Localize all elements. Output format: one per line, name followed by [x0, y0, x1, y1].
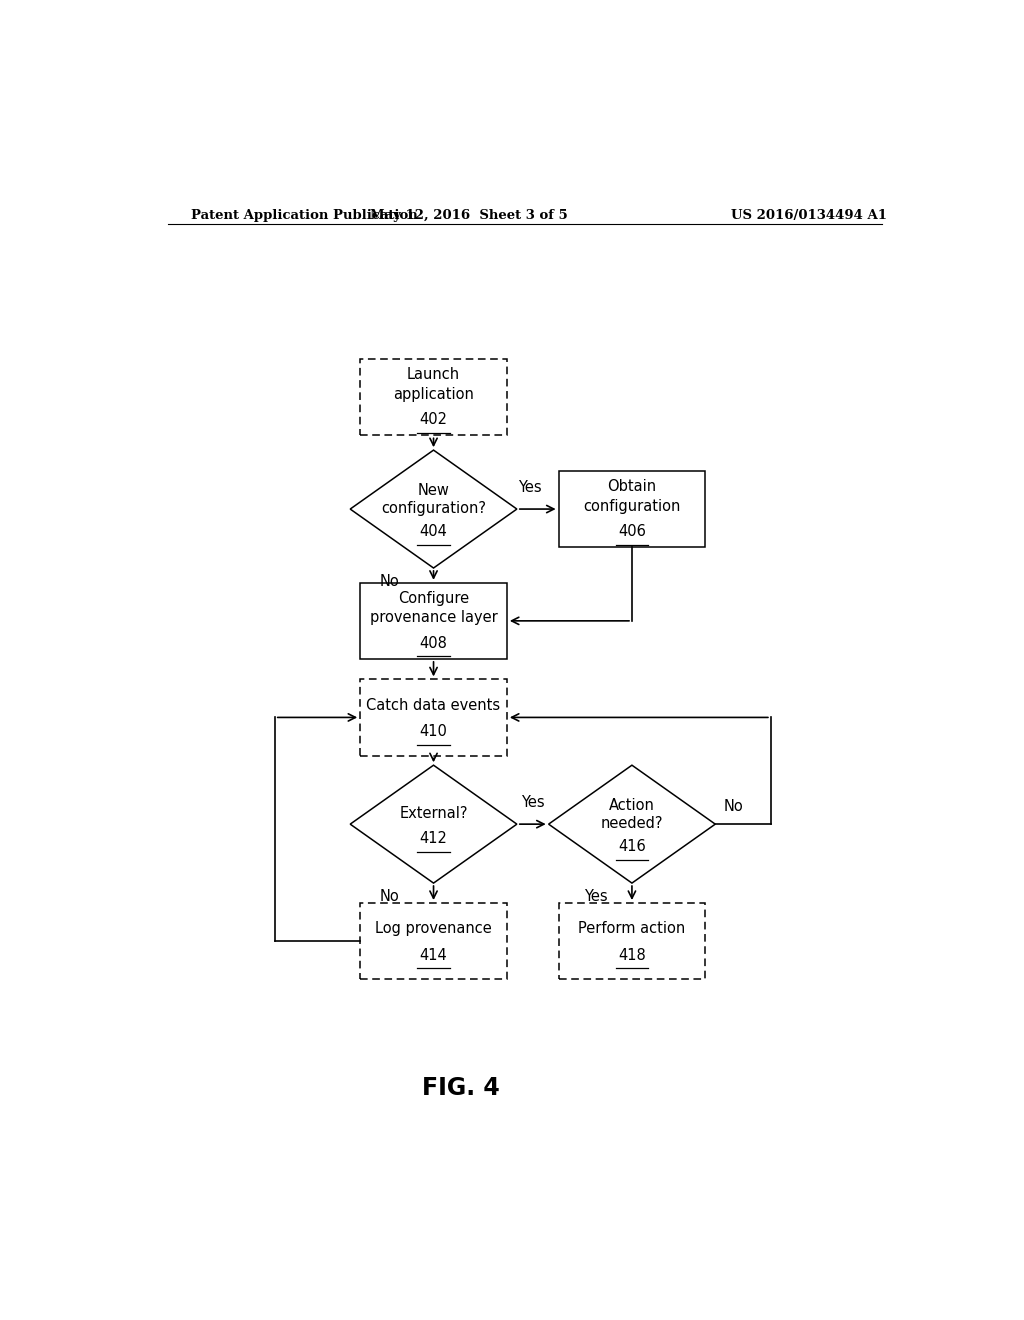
Text: External?: External? — [399, 807, 468, 821]
Text: 414: 414 — [420, 948, 447, 962]
Bar — [558, 471, 706, 548]
Text: application: application — [393, 387, 474, 401]
Text: 408: 408 — [420, 636, 447, 651]
Text: configuration: configuration — [584, 499, 681, 513]
Text: 406: 406 — [618, 524, 646, 539]
Bar — [360, 903, 507, 979]
Text: needed?: needed? — [601, 816, 664, 830]
Text: Yes: Yes — [518, 480, 542, 495]
Text: FIG. 4: FIG. 4 — [423, 1076, 500, 1101]
Text: No: No — [380, 574, 399, 589]
Text: Configure: Configure — [398, 591, 469, 606]
Text: Catch data events: Catch data events — [367, 698, 501, 713]
Text: Obtain: Obtain — [607, 479, 656, 494]
Text: Action: Action — [609, 799, 655, 813]
Text: 418: 418 — [618, 948, 646, 962]
Text: configuration?: configuration? — [381, 500, 486, 516]
Text: Yes: Yes — [521, 795, 545, 810]
Text: 402: 402 — [420, 412, 447, 428]
Text: Log provenance: Log provenance — [375, 921, 492, 936]
Text: New: New — [418, 483, 450, 498]
Text: Perform action: Perform action — [579, 921, 685, 936]
Text: 410: 410 — [420, 725, 447, 739]
Text: Yes: Yes — [585, 890, 608, 904]
Text: May 12, 2016  Sheet 3 of 5: May 12, 2016 Sheet 3 of 5 — [371, 209, 568, 222]
Bar — [360, 359, 507, 436]
Bar — [360, 680, 507, 755]
Text: No: No — [380, 890, 399, 904]
Text: 412: 412 — [420, 830, 447, 846]
Text: US 2016/0134494 A1: US 2016/0134494 A1 — [731, 209, 887, 222]
Text: No: No — [723, 799, 743, 814]
Text: Launch: Launch — [407, 367, 460, 383]
Bar — [558, 903, 706, 979]
Bar — [360, 582, 507, 659]
Text: 404: 404 — [420, 524, 447, 539]
Text: 416: 416 — [618, 840, 646, 854]
Text: Patent Application Publication: Patent Application Publication — [191, 209, 418, 222]
Text: provenance layer: provenance layer — [370, 610, 498, 626]
